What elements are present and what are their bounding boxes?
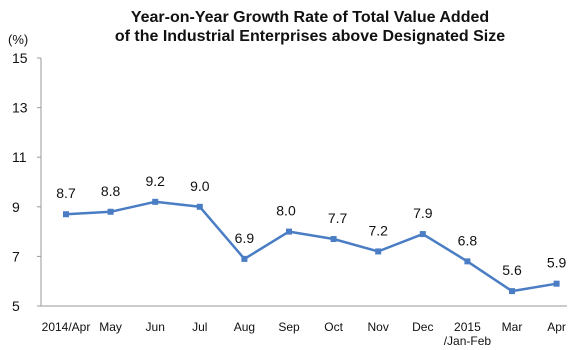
- data-label: 5.6: [502, 262, 522, 278]
- x-tick-label: Jul: [192, 320, 207, 334]
- data-label: 8.7: [56, 185, 76, 201]
- data-point-marker: [330, 236, 337, 243]
- x-axis-ticks: 2014/Apr May Jun Jul Aug Sep Oct Nov Dec 2015/Jan…: [42, 320, 566, 348]
- y-tick-label: 11: [12, 149, 27, 165]
- x-tick-label: Nov: [368, 320, 389, 334]
- y-tick-label: 9: [12, 199, 20, 215]
- data-labels: 8.7 8.8 9.2 9.0 6.9 8.0 7.7 7.2 7.9 6.8 5.6 5.9: [56, 173, 566, 278]
- y-axis-ticks: 15 13 11 9 7 5: [12, 50, 41, 314]
- data-point-marker: [553, 280, 560, 287]
- x-tick-label: Aug: [234, 320, 255, 334]
- x-tick-label: Jun: [146, 320, 165, 334]
- data-point-marker: [63, 211, 69, 218]
- y-tick-label: 15: [12, 50, 28, 66]
- x-tick-label: 2014/Apr: [42, 320, 91, 334]
- data-label: 8.0: [276, 203, 296, 219]
- data-point-marker: [464, 258, 471, 265]
- data-label: 8.8: [101, 183, 121, 199]
- data-label: 7.7: [328, 210, 348, 226]
- x-tick-label: Sep: [278, 320, 300, 334]
- axes: [40, 58, 567, 307]
- y-tick-label: 7: [12, 248, 20, 264]
- data-point-marker: [286, 228, 292, 235]
- data-label: 5.9: [547, 255, 567, 271]
- y-axis-unit: (%): [8, 32, 28, 47]
- data-label: 6.9: [235, 230, 255, 246]
- x-tick-label: Dec: [412, 320, 433, 334]
- series-line: [65, 200, 557, 293]
- data-point-marker: [375, 248, 382, 255]
- data-label: 6.8: [458, 232, 478, 248]
- data-label: 7.2: [368, 222, 388, 238]
- data-point-marker: [509, 288, 515, 295]
- data-point-marker: [419, 231, 426, 238]
- data-label: 9.2: [145, 173, 165, 189]
- y-tick-label: 13: [12, 100, 28, 116]
- chart-title-line-1: Year-on-Year Growth Rate of Total Value …: [131, 9, 489, 26]
- x-tick-label: /Jan-Feb: [444, 334, 492, 348]
- x-tick-label: Oct: [324, 320, 343, 334]
- data-point-marker: [196, 203, 203, 210]
- chart-title-line-2: of the Industrial Enterprises above Desi…: [115, 28, 505, 45]
- data-label: 7.9: [413, 205, 433, 221]
- series-growth-rate: [63, 198, 560, 295]
- data-point-marker: [152, 198, 159, 205]
- x-tick-label: Mar: [502, 320, 523, 334]
- x-tick-label: May: [99, 320, 122, 334]
- data-point-marker: [241, 255, 248, 262]
- y-tick-label: 5: [12, 298, 20, 314]
- data-point-marker: [107, 208, 114, 215]
- x-tick-label: Apr: [547, 320, 566, 334]
- x-tick-label: 2015: [454, 320, 481, 334]
- data-label: 9.0: [190, 178, 210, 194]
